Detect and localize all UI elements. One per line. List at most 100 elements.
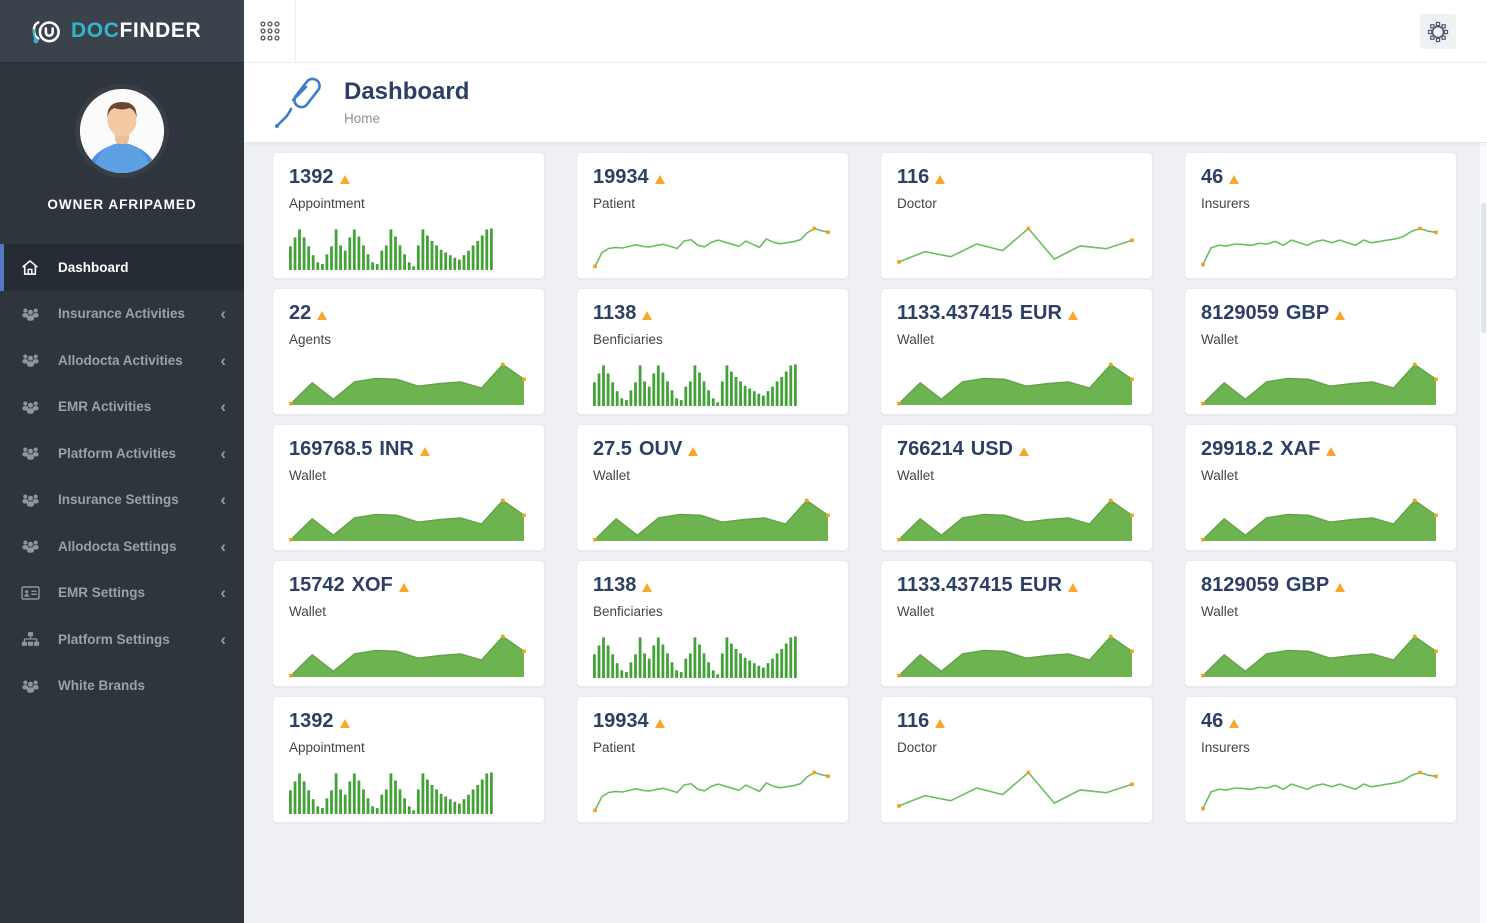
stat-label: Wallet [593,468,631,483]
stat-card-patient: 19934 Patient [576,696,849,823]
sparkline-chart [289,228,493,270]
id-card-icon [21,585,45,601]
sidebar-item-allodocta-activities[interactable]: Allodocta Activities ‹ [0,337,244,384]
sidebar-item-platform-activities[interactable]: Platform Activities ‹ [0,430,244,477]
sidebar-item-allodocta-settings[interactable]: Allodocta Settings ‹ [0,523,244,570]
stat-label: Wallet [897,468,935,483]
stat-label: Insurers [1201,740,1250,755]
stat-value: 116 [897,710,930,732]
trend-up-icon [1335,311,1346,320]
sidebar-item-label: Platform Activities [58,445,177,461]
sidebar-item-label: Allodocta Activities [58,352,183,368]
sidebar-item-platform-settings[interactable]: Platform Settings ‹ [0,616,244,663]
stat-value-row: 8129059 GBP [1201,302,1440,325]
stat-currency: OUV [638,438,683,460]
stat-card-agents: 22 Agents [272,288,545,415]
stat-value: 1133.437415 [897,302,1013,324]
stat-value: 1392 [289,166,334,188]
trend-up-icon [935,719,946,728]
stat-value: 27.5 [593,438,632,460]
stat-card-insurers: 46 Insurers [1184,152,1457,279]
sidebar-item-insurance-settings[interactable]: Insurance Settings ‹ [0,477,244,524]
stat-value-row: 19934 [593,166,832,189]
chevron-left-icon: ‹ [220,443,226,463]
stat-card-wallet-xof: 15742 XOF Wallet [272,560,545,687]
sparkline-chart [1201,362,1438,406]
stat-card-wallet-ouv: 27.5 OUV Wallet [576,424,849,551]
stat-label: Wallet [1201,604,1239,619]
sparkline-chart [897,770,1134,808]
sidebar-item-label: White Brands [58,678,146,694]
breadcrumb[interactable]: Home [344,110,381,126]
sidebar-item-label: Allodocta Settings [58,538,177,554]
trend-up-icon [654,175,665,184]
stat-value: 15742 [289,574,345,596]
trend-up-icon [317,311,328,320]
stat-currency: GBP [1285,302,1330,324]
sidebar-item-label: Insurance Activities [58,306,186,322]
stat-label: Benficiaries [593,332,663,347]
stat-value-row: 1138 [593,574,832,597]
menu-toggle-button[interactable] [244,0,296,62]
stat-label: Wallet [1201,332,1239,347]
page-title: Dashboard [344,78,470,106]
trend-up-icon [642,583,653,592]
trend-up-icon [1229,719,1240,728]
stat-value: 46 [1201,710,1224,732]
stat-value-row: 1392 [289,166,528,189]
stat-value: 766214 [897,438,964,460]
trend-up-icon [1067,311,1078,320]
sidebar-item-white-brands[interactable]: White Brands [0,663,244,710]
trend-up-icon [1229,175,1240,184]
stat-value-row: 169768.5 INR [289,438,528,461]
sparkline-chart [289,362,526,406]
brand-logo-text: DOCFINDER [71,19,202,42]
stat-card-wallet-inr: 169768.5 INR Wallet [272,424,545,551]
trend-up-icon [419,447,430,456]
trend-up-icon [642,311,653,320]
sidebar-item-emr-activities[interactable]: EMR Activities ‹ [0,384,244,431]
stat-value-row: 1392 [289,710,528,733]
stat-card-wallet-usd: 766214 USD Wallet [880,424,1153,551]
sidebar-item-emr-settings[interactable]: EMR Settings ‹ [0,570,244,617]
stat-currency: XOF [351,574,393,596]
stat-label: Doctor [897,196,937,211]
trend-up-icon [654,719,665,728]
chevron-left-icon: ‹ [220,350,226,370]
users-icon [21,306,45,322]
sidebar-item-dashboard[interactable]: Dashboard [0,244,244,291]
stat-currency: EUR [1019,302,1062,324]
stat-value: 1392 [289,710,334,732]
sitemap-icon [21,631,45,647]
logo-bar[interactable]: DOCFINDER [0,0,244,63]
stat-currency: INR [379,438,414,460]
stat-card-benficiaries: 1138 Benficiaries [576,560,849,687]
stat-value: 8129059 [1201,574,1279,596]
users-icon [21,352,45,368]
stat-card-benficiaries: 1138 Benficiaries [576,288,849,415]
users-icon [21,445,45,461]
trend-up-icon [1018,447,1029,456]
users-icon [21,538,45,554]
sparkline-chart [897,634,1134,678]
chevron-left-icon: ‹ [220,536,226,556]
stat-label: Benficiaries [593,604,663,619]
avatar[interactable] [80,89,164,173]
stat-label: Wallet [897,604,935,619]
stethoscope-pen-icon [273,74,323,132]
stat-card-wallet-eur: 1133.437415 EUR Wallet [880,560,1153,687]
scrollbar[interactable] [1479,63,1487,923]
sparkline-chart [897,362,1134,406]
stat-value-row: 22 [289,302,528,325]
scrollbar-thumb[interactable] [1481,203,1486,333]
stat-value-row: 116 [897,166,1136,189]
stat-card-appointment: 1392 Appointment [272,696,545,823]
trend-up-icon [935,175,946,184]
settings-button[interactable] [1420,14,1456,49]
sidebar-item-label: EMR Activities [58,399,152,415]
stat-value-row: 15742 XOF [289,574,528,597]
sparkline-chart [593,364,797,406]
sidebar-item-insurance-activities[interactable]: Insurance Activities ‹ [0,291,244,338]
stat-value-row: 1133.437415 EUR [897,574,1136,597]
chevron-left-icon: ‹ [220,490,226,510]
